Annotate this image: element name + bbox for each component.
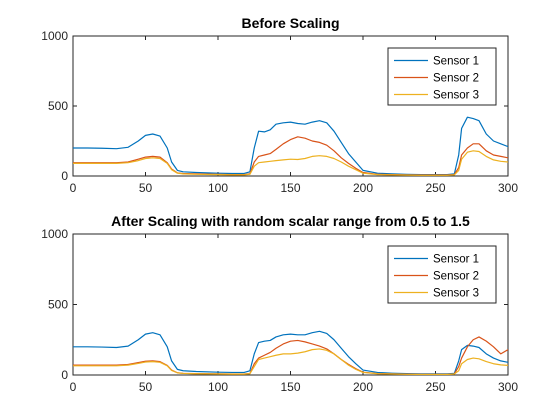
x-tick-label: 250 [425, 181, 445, 195]
series-line-sensor-1 [73, 330, 508, 375]
x-tick-label: 50 [139, 380, 153, 394]
legend-label: Sensor 2 [433, 271, 479, 283]
chart-title: After Scaling with random scalar range f… [111, 213, 470, 229]
x-tick-label: 150 [280, 380, 300, 394]
x-tick-label: 50 [139, 181, 153, 195]
x-tick-label: 250 [425, 380, 445, 394]
chart-before-scaling: Before Scaling 0 50 100 150 200 250 300 0 500 1000… [41, 15, 518, 195]
chart-title: Before Scaling [241, 15, 339, 31]
legend-box [387, 245, 497, 304]
y-tick-label: 0 [61, 368, 68, 382]
y-tick-label: 500 [48, 99, 68, 113]
y-tick-label: 0 [61, 169, 68, 183]
legend-box [387, 47, 497, 106]
x-tick-label: 150 [280, 181, 300, 195]
y-tick-label: 500 [48, 298, 68, 312]
legend-label: Sensor 1 [433, 254, 479, 266]
legend: Sensor 1 Sensor 2 Sensor 3 [387, 245, 497, 304]
series-layer [73, 116, 508, 176]
legend: Sensor 1 Sensor 2 Sensor 3 [387, 47, 497, 106]
x-tick-label: 200 [353, 380, 373, 394]
x-tick-label: 200 [353, 181, 373, 195]
y-tick-label: 1000 [41, 227, 68, 241]
series-line-sensor-3 [73, 348, 508, 375]
x-tick-label: 300 [498, 380, 518, 394]
y-tick-label: 1000 [41, 29, 68, 43]
x-tick-label: 0 [70, 380, 77, 394]
chart-after-scaling: After Scaling with random scalar range f… [41, 213, 518, 394]
series-line-sensor-2 [73, 136, 508, 176]
x-tick-label: 300 [498, 181, 518, 195]
x-tick-label: 0 [70, 181, 77, 195]
series-layer [73, 330, 508, 375]
series-line-sensor-3 [73, 150, 508, 176]
legend-label: Sensor 2 [433, 73, 479, 85]
legend-label: Sensor 3 [433, 90, 479, 102]
legend-label: Sensor 1 [433, 56, 479, 68]
series-line-sensor-1 [73, 116, 508, 176]
x-tick-label: 100 [208, 380, 228, 394]
legend-label: Sensor 3 [433, 288, 479, 300]
x-tick-label: 100 [208, 181, 228, 195]
